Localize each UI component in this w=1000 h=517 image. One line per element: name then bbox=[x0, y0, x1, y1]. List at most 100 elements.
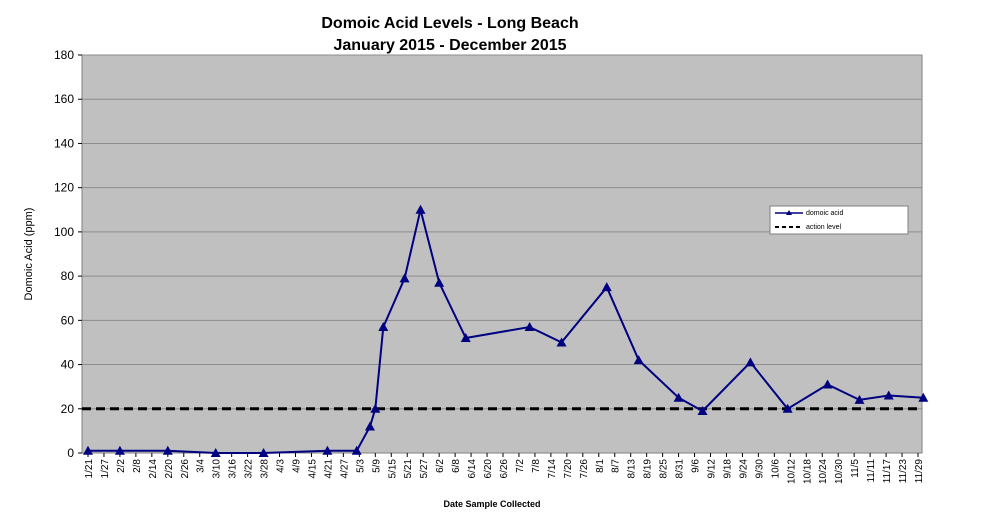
gridlines bbox=[82, 54, 922, 410]
x-tick-label: 3/16 bbox=[228, 459, 239, 479]
x-tick-label: 6/26 bbox=[499, 459, 510, 479]
data-point-marker bbox=[378, 321, 389, 331]
data-point-marker bbox=[782, 403, 793, 413]
y-tick-label: 0 bbox=[67, 446, 74, 460]
y-tick-label: 40 bbox=[61, 358, 75, 372]
data-point-marker bbox=[556, 337, 567, 347]
y-tick-label: 140 bbox=[54, 136, 74, 150]
data-point-marker bbox=[883, 390, 894, 400]
y-tick-label: 80 bbox=[61, 269, 75, 283]
x-tick-label: 11/17 bbox=[882, 459, 893, 484]
data-point-marker bbox=[258, 448, 269, 457]
data-point-marker bbox=[745, 357, 756, 367]
x-tick-label: 9/18 bbox=[722, 459, 733, 479]
series-line-domoic-acid bbox=[88, 209, 924, 454]
x-tick-label: 5/15 bbox=[387, 459, 398, 479]
data-point-marker bbox=[673, 392, 684, 402]
x-tick-label: 7/20 bbox=[563, 459, 574, 479]
y-tick-label: 120 bbox=[54, 181, 74, 195]
data-point-marker bbox=[322, 445, 333, 455]
x-tick-label: 3/4 bbox=[196, 459, 207, 473]
x-tick-label: 2/26 bbox=[180, 459, 191, 479]
x-tick-label: 8/13 bbox=[627, 459, 638, 479]
x-tick-label: 9/6 bbox=[691, 459, 702, 473]
x-tick-label: 10/18 bbox=[802, 459, 813, 484]
data-point-marker bbox=[434, 277, 445, 287]
x-tick-label: 8/7 bbox=[611, 459, 622, 473]
data-point-marker bbox=[918, 392, 929, 402]
x-tick-label: 7/8 bbox=[531, 459, 542, 473]
x-tick-label: 2/14 bbox=[148, 459, 159, 479]
x-tick-label: 5/3 bbox=[355, 459, 366, 473]
x-tick-label: 3/10 bbox=[212, 459, 223, 479]
x-tick-label: 6/8 bbox=[451, 459, 462, 473]
x-tick-label: 4/3 bbox=[276, 459, 287, 473]
data-point-marker bbox=[601, 282, 612, 292]
x-axis-ticks: 1/21 1/27 2/2 2/8 2/14 2/20 2/26 3/4 3/10 3/16 3/2… bbox=[84, 453, 925, 484]
y-axis-label: Domoic Acid (ppm) bbox=[23, 208, 35, 301]
x-tick-label: 7/14 bbox=[547, 459, 558, 479]
data-point-marker bbox=[399, 273, 410, 283]
x-tick-label: 8/31 bbox=[675, 459, 686, 479]
chart-title: Domoic Acid Levels - Long Beach bbox=[321, 15, 578, 32]
legend-label-action-level: action level bbox=[806, 224, 841, 231]
x-tick-label: 4/9 bbox=[292, 459, 303, 473]
x-tick-label: 9/12 bbox=[707, 459, 718, 479]
data-point-marker bbox=[114, 445, 125, 455]
y-axis-ticks: 0 20 40 60 80 100 120 140 160 180 bbox=[54, 48, 82, 460]
x-tick-label: 8/25 bbox=[659, 459, 670, 479]
y-tick-label: 60 bbox=[61, 313, 75, 327]
x-tick-label: 7/2 bbox=[515, 459, 526, 473]
data-point-marker bbox=[162, 445, 173, 455]
x-tick-label: 4/27 bbox=[339, 459, 350, 479]
x-tick-label: 4/15 bbox=[307, 459, 318, 479]
x-tick-label: 11/29 bbox=[914, 459, 925, 484]
data-point-marker bbox=[697, 405, 708, 415]
x-tick-label: 9/24 bbox=[738, 459, 749, 479]
x-tick-label: 2/2 bbox=[116, 459, 127, 473]
x-tick-label: 1/21 bbox=[84, 459, 95, 479]
data-point-marker bbox=[351, 445, 362, 455]
x-tick-label: 3/28 bbox=[260, 459, 271, 479]
x-tick-label: 11/23 bbox=[898, 459, 909, 484]
y-tick-label: 20 bbox=[61, 402, 75, 416]
x-tick-label: 5/27 bbox=[419, 459, 430, 479]
x-tick-label: 1/27 bbox=[100, 459, 111, 479]
data-point-marker bbox=[460, 333, 471, 343]
y-tick-label: 100 bbox=[54, 225, 74, 239]
x-tick-label: 5/9 bbox=[371, 459, 382, 473]
x-tick-label: 8/1 bbox=[595, 459, 606, 473]
x-tick-label: 8/19 bbox=[643, 459, 654, 479]
x-tick-label: 10/12 bbox=[786, 459, 797, 484]
legend-marker-domoic-acid bbox=[786, 210, 792, 215]
data-point-marker bbox=[633, 355, 644, 365]
data-point-marker bbox=[415, 204, 426, 214]
data-point-marker bbox=[370, 403, 381, 413]
x-tick-label: 5/21 bbox=[403, 459, 414, 479]
x-tick-label: 2/20 bbox=[164, 459, 175, 479]
x-tick-label: 10/30 bbox=[834, 459, 845, 484]
chart-subtitle: January 2015 - December 2015 bbox=[333, 37, 566, 54]
y-tick-label: 180 bbox=[54, 48, 74, 62]
y-tick-label: 160 bbox=[54, 92, 74, 106]
x-tick-label: 6/20 bbox=[483, 459, 494, 479]
legend: domoic acid action level bbox=[769, 205, 909, 235]
x-tick-label: 4/21 bbox=[323, 459, 334, 479]
legend-box bbox=[769, 205, 909, 235]
x-axis-label: Date Sample Collected bbox=[443, 499, 540, 509]
data-point-marker bbox=[524, 321, 535, 331]
x-tick-label: 11/5 bbox=[850, 459, 861, 478]
data-point-marker bbox=[364, 421, 375, 431]
data-point-marker bbox=[83, 445, 93, 455]
x-tick-label: 7/26 bbox=[579, 459, 590, 479]
data-point-marker bbox=[210, 448, 221, 457]
series-markers bbox=[83, 204, 929, 457]
legend-label-domoic-acid: domoic acid bbox=[806, 210, 843, 217]
x-tick-label: 9/30 bbox=[754, 459, 765, 479]
data-point-marker bbox=[822, 379, 833, 389]
x-tick-label: 6/2 bbox=[435, 459, 446, 473]
x-tick-label: 10/24 bbox=[818, 459, 829, 484]
x-tick-label: 10/6 bbox=[770, 459, 781, 479]
x-tick-label: 6/14 bbox=[467, 459, 478, 479]
